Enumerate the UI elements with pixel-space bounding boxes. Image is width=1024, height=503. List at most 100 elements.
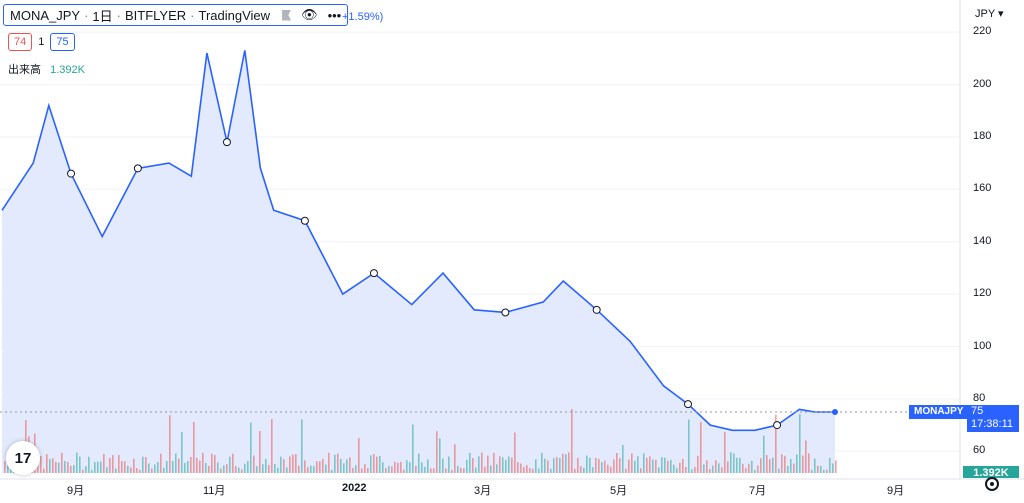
settings-gear-icon[interactable] [985,477,999,491]
event-marker [67,169,76,178]
volume-bar [85,466,87,473]
volume-bar [544,458,546,473]
volume-bar [793,463,795,473]
volume-bar [343,463,345,473]
volume-bar [493,452,495,473]
event-marker [369,269,378,278]
volume-bar [661,457,663,473]
price-area-fill [2,50,835,474]
volume-bar [724,431,726,473]
bar-countdown: 17:38:11 [971,418,1014,430]
tradingview-logo-icon[interactable]: 17 [6,441,40,475]
volume-bar [139,469,141,473]
volume-bar [238,467,240,473]
volume-bar [517,462,519,473]
volume-bar [601,462,603,473]
volume-tag: 1.392K [963,466,1019,478]
volume-bar [301,419,303,473]
change-percent: +1.59%) [342,11,384,23]
volume-bar [595,457,597,473]
volume-bar [802,455,804,473]
volume-bar [319,461,321,473]
volume-bar [274,463,276,473]
volume-bar [220,468,222,473]
volume-bar [832,463,834,473]
more-icon[interactable]: ••• [327,7,342,23]
volume-bar [682,458,684,473]
volume-bar [586,455,588,473]
volume-bar [652,459,654,473]
interval-label[interactable]: 1日 [92,8,113,24]
symbol-header[interactable]: MONA_JPY · 1日 · BITFLYER · TradingView 👁… [3,4,349,26]
price-tick-label: 140 [973,234,992,247]
volume-bar [178,458,180,473]
volume-bar [637,456,639,473]
volume-bar [199,460,201,473]
volume-bar [448,456,450,473]
volume-bar [169,415,171,473]
volume-bar [247,461,249,473]
event-marker [300,216,309,225]
volume-bar [496,464,498,473]
volume-bar [466,459,468,473]
volume-bar [340,458,342,473]
volume-bar [442,458,444,473]
bid-button[interactable]: 74 [8,33,33,51]
volume-bar [43,468,45,473]
volume-bar [427,459,429,473]
volume-bar [430,468,432,473]
volume-bar [244,463,246,473]
time-tick-label: 2022 [342,482,367,494]
event-marker [773,421,782,430]
volume-bar [334,454,336,473]
volume-bar [331,469,333,473]
volume-bar [358,437,360,473]
volume-bar [736,457,738,473]
volume-bar [679,462,681,473]
volume-bar [160,453,162,473]
volume-bar [715,460,717,473]
volume-bar [133,458,135,473]
volume-bar [157,462,159,473]
volume-bar [487,455,489,473]
volume-bar [655,459,657,473]
volume-bar [397,462,399,473]
volume-bar [352,467,354,473]
volume-bar [814,458,816,473]
volume-bar [559,458,561,473]
flag-icon[interactable] [282,9,292,21]
volume-bar [562,453,564,473]
volume-bar [391,466,393,473]
volume-bar [778,468,780,473]
volume-bar [754,469,756,473]
volume-bar [151,468,153,473]
volume-bar [574,468,576,473]
volume-bar [550,468,552,473]
volume-bar [88,456,90,473]
volume-bar [202,452,204,473]
volume-bar [208,465,210,473]
volume-bar [103,453,105,473]
volume-bar [688,419,690,473]
volume-bar [181,431,183,473]
volume-bar [553,458,555,473]
volume-bar [385,468,387,473]
ask-button[interactable]: 75 [50,33,75,51]
volume-bar [748,463,750,473]
time-tick-label: 7月 [749,485,767,497]
volume-bar [730,452,732,473]
event-marker [222,138,231,147]
volume-bar [184,462,186,473]
volume-bar [541,452,543,473]
last-price-tag: 75 17:38:11 [967,405,1019,432]
volume-legend[interactable]: 出来高 1.392K [8,61,85,77]
volume-bar [571,409,573,473]
volume-bar [40,456,42,473]
currency-selector[interactable]: JPY ▾ [975,8,1004,20]
volume-value: 1.392K [50,64,85,76]
eye-icon[interactable]: 👁 [301,7,318,22]
volume-bar [592,467,594,473]
volume-bar [760,458,762,473]
volume-bar [70,465,72,473]
